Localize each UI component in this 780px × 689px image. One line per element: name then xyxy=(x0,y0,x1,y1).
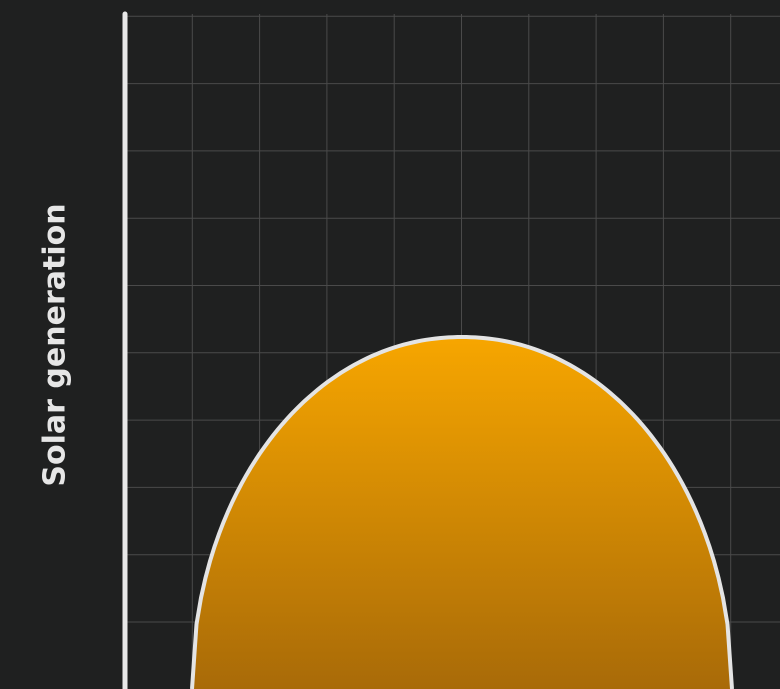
solar-generation-line xyxy=(190,335,734,689)
solar-generation-area xyxy=(192,337,732,689)
